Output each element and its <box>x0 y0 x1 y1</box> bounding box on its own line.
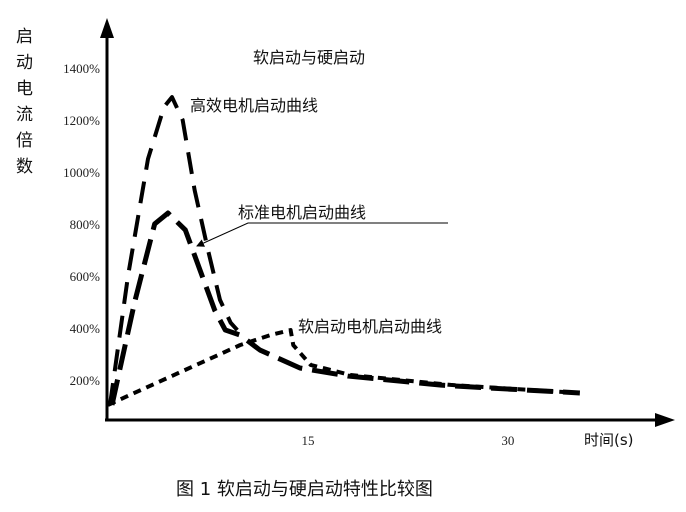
y-label-char: 数 <box>16 157 33 177</box>
y-label-char: 电 <box>16 79 33 99</box>
x-axis-arrow-icon <box>655 413 675 427</box>
y-tick-label: 200% <box>70 373 101 388</box>
y-tick-label: 1400% <box>63 61 100 76</box>
series-line-1 <box>109 210 581 406</box>
series-line-0 <box>108 95 239 406</box>
x-tick-label: 15 <box>301 433 314 448</box>
x-axis-label: 时间(s) <box>584 431 634 449</box>
x-tick-label: 30 <box>501 433 514 448</box>
series-label-standard: 标准电机启动曲线 <box>238 203 366 222</box>
y-label-char: 启 <box>16 27 33 47</box>
y-tick-label: 600% <box>70 269 101 284</box>
series-label-high-efficiency: 高效电机启动曲线 <box>190 96 318 115</box>
y-tick-label: 1000% <box>63 165 100 180</box>
y-label-char: 倍 <box>16 131 33 151</box>
y-tick-label: 400% <box>70 321 101 336</box>
series-label-soft-start: 软启动电机启动曲线 <box>298 317 442 336</box>
y-label-char: 动 <box>16 53 33 73</box>
y-label-char: 流 <box>16 105 33 125</box>
y-axis-arrow-icon <box>100 18 114 38</box>
y-tick-label: 800% <box>70 217 101 232</box>
y-tick-label: 1200% <box>63 113 100 128</box>
series-line-2 <box>107 328 579 407</box>
figure-caption: 图 1 软启动与硬启动特性比较图 <box>176 479 433 500</box>
standard-label-leader <box>196 222 448 247</box>
chart-title: 软启动与硬启动 <box>253 48 365 67</box>
